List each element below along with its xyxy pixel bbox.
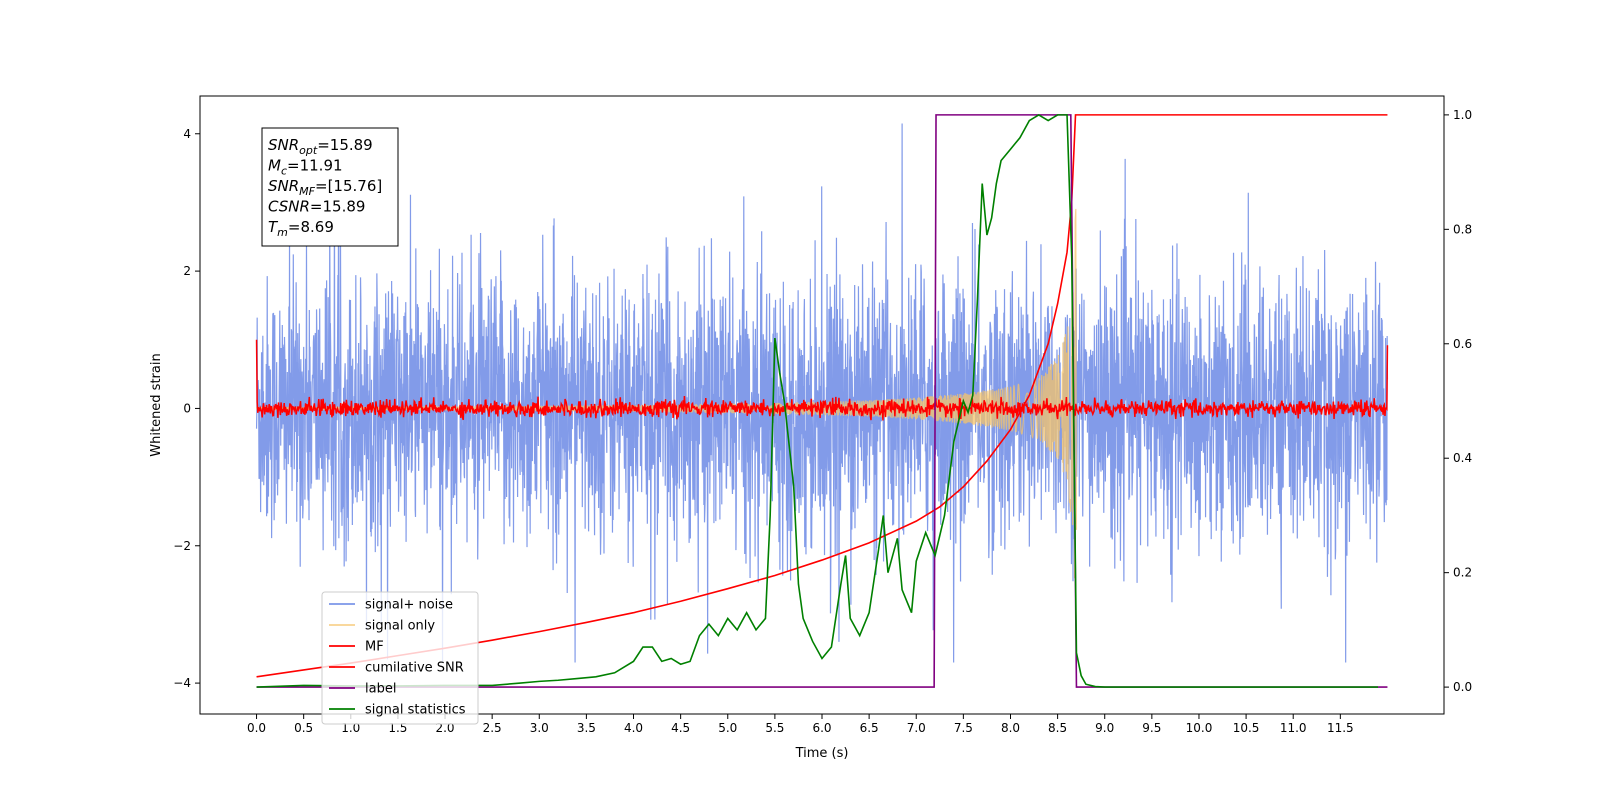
x-tick-label: 8.5 <box>1048 721 1067 735</box>
x-tick-label: 10.0 <box>1186 721 1213 735</box>
legend-label: label <box>365 682 396 697</box>
legend-label: cumilative SNR <box>365 661 464 676</box>
y-tick-label: 2 <box>183 264 191 278</box>
legend-label: signal only <box>365 619 435 634</box>
annotation-frame <box>261 127 399 247</box>
y-tick-label: 4 <box>183 127 191 141</box>
y2-tick-label: 0.4 <box>1453 451 1472 465</box>
y-tick-label: −4 <box>173 676 191 690</box>
x-tick-label: 4.0 <box>624 721 643 735</box>
x-tick-label: 9.5 <box>1142 721 1161 735</box>
legend-frame <box>321 591 479 725</box>
x-axis-label: Time (s) <box>795 746 849 761</box>
legend-label: signal statistics <box>365 703 466 718</box>
y-axis-left: 4 2 0 −2 −4 <box>173 127 200 690</box>
annotation-line: Mc=11.91 <box>268 157 343 178</box>
series-mf <box>255 339 1389 421</box>
legend-label: signal+ noise <box>365 598 453 613</box>
x-tick-label: 6.0 <box>812 721 831 735</box>
x-tick-label: 3.5 <box>577 721 596 735</box>
x-tick-label: 2.5 <box>483 721 502 735</box>
x-tick-label: 8.0 <box>1001 721 1020 735</box>
annotation-line: Tm=8.69 <box>268 218 334 239</box>
x-tick-label: 3.0 <box>530 721 549 735</box>
legend: signal+ noise signal only MF cumilative SNR… <box>321 591 479 725</box>
x-tick-label: 10.5 <box>1233 721 1260 735</box>
x-tick-label: 5.5 <box>765 721 784 735</box>
x-tick-label: 5.0 <box>718 721 737 735</box>
x-axis: 0.0 0.5 1.0 1.5 2.0 2.5 3.0 3.5 4.0 4.5 5.0 5.5 6.0 6… <box>247 714 1354 735</box>
x-tick-label: 7.0 <box>907 721 926 735</box>
y-axis-right: 1.0 0.8 0.6 0.4 0.2 0.0 <box>1444 108 1472 694</box>
x-tick-label: 11.0 <box>1280 721 1307 735</box>
y2-tick-label: 0.6 <box>1453 337 1472 351</box>
series-signal-noise <box>255 123 1389 663</box>
x-tick-label: 11.5 <box>1327 721 1354 735</box>
x-tick-label: 0.0 <box>247 721 266 735</box>
x-tick-label: 6.5 <box>860 721 879 735</box>
legend-label: MF <box>365 640 384 655</box>
x-tick-label: 9.0 <box>1095 721 1114 735</box>
annotation-line: SNRopt=15.89 <box>268 136 373 157</box>
series-signal-statistics <box>256 113 1379 688</box>
y2-tick-label: 0.0 <box>1453 680 1472 694</box>
x-tick-label: 4.5 <box>671 721 690 735</box>
annotation-box: SNRopt=15.89Mc=11.91SNRMF=[15.76]CSNR=15… <box>261 127 399 247</box>
annotation-line: SNRMF=[15.76] <box>268 177 382 198</box>
y-tick-label: −2 <box>173 539 191 553</box>
y-axis-label: Whitened strain <box>149 353 164 456</box>
annotation-line: CSNR=15.89 <box>268 198 365 216</box>
x-tick-label: 0.5 <box>294 721 313 735</box>
y2-tick-label: 1.0 <box>1453 108 1472 122</box>
x-tick-label: 7.5 <box>954 721 973 735</box>
series-label <box>256 114 1388 688</box>
y2-tick-label: 0.8 <box>1453 222 1472 236</box>
y-tick-label: 0 <box>183 401 191 415</box>
y2-tick-label: 0.2 <box>1453 566 1472 580</box>
